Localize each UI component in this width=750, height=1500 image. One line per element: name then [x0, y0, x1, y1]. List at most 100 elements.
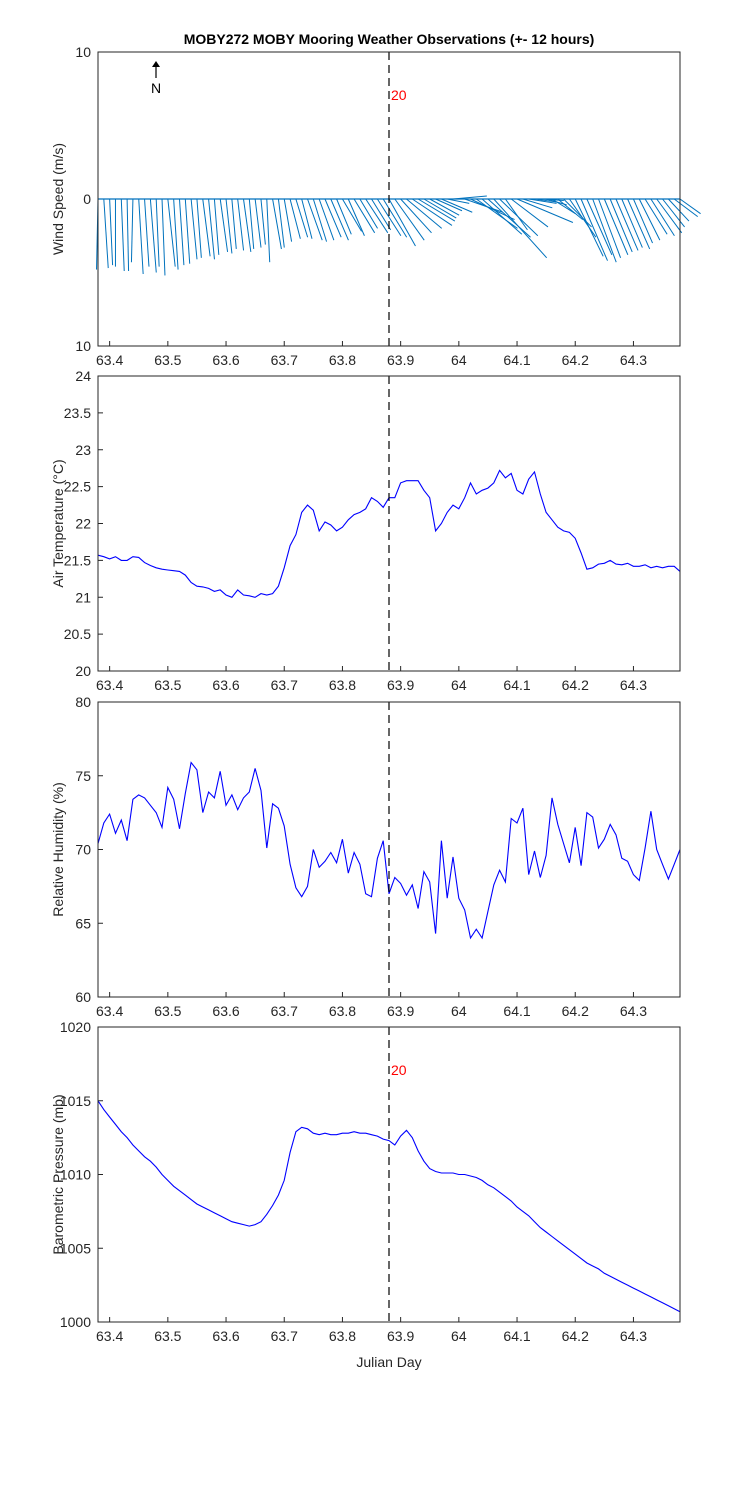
wind-vector [400, 198, 432, 234]
y-tick-label: 80 [75, 694, 91, 710]
wind-vector [638, 198, 661, 241]
y-tick-label: 10 [75, 338, 91, 354]
wind-vector [632, 198, 654, 244]
x-tick-label: 63.5 [154, 1328, 181, 1344]
wind-vector [103, 198, 109, 269]
wind-vector [353, 198, 376, 234]
wind-vector [452, 195, 487, 200]
wind-vector [190, 198, 198, 260]
wind-vector [359, 198, 378, 229]
y-tick-label: 23.5 [64, 405, 91, 421]
panel-frame [97, 51, 681, 347]
wind-vector [301, 198, 313, 239]
wind-vector [580, 198, 608, 261]
wind-vector [318, 198, 335, 241]
x-tick-label: 64.1 [503, 352, 530, 368]
x-tick-label: 63.8 [329, 677, 356, 693]
wind-vector [417, 198, 456, 222]
x-tick-label: 63.9 [387, 352, 414, 368]
wind-vector [144, 198, 150, 267]
wind-vector [126, 198, 130, 272]
x-tick-label: 63.6 [212, 1003, 239, 1019]
wind-vector [551, 198, 576, 215]
x-tick-label: 63.8 [329, 1003, 356, 1019]
wind-vector [412, 198, 453, 226]
panel-frame [97, 701, 681, 998]
y-tick-label: 1000 [60, 1314, 91, 1330]
wind-vector [516, 198, 574, 223]
wind-vector [149, 198, 157, 273]
wind-vector [237, 198, 245, 251]
wind-vector [644, 198, 668, 235]
wind-vector [178, 198, 185, 266]
x-tick-label: 63.4 [96, 1003, 123, 1019]
wind-vector [307, 198, 323, 241]
y-tick-label: 21.5 [64, 552, 91, 568]
wind-vector [662, 198, 685, 228]
wind-vector [673, 198, 699, 218]
panel-frame [97, 1026, 681, 1323]
x-tick-label: 63.5 [154, 352, 181, 368]
wind-vector [254, 198, 262, 248]
x-tick-label: 64.3 [620, 1003, 647, 1019]
humidity-series-line [97, 761, 681, 940]
y-tick-label: 1005 [60, 1240, 91, 1256]
y-tick-label: 1020 [60, 1019, 91, 1035]
wind-vector [272, 198, 282, 250]
y-axis-label: Wind Speed (m/s) [50, 143, 66, 255]
y-tick-label: 24 [75, 368, 91, 384]
wind-vector [371, 198, 392, 231]
x-tick-label: 63.7 [271, 677, 298, 693]
wind-vector [557, 198, 584, 220]
x-tick-label: 63.6 [212, 352, 239, 368]
wind-vector [219, 198, 229, 252]
wind-vector [138, 198, 144, 274]
y-axis-label: Relative Humidity (%) [50, 782, 66, 917]
x-tick-label: 63.6 [212, 1328, 239, 1344]
wind-vector [650, 198, 675, 237]
x-tick-label: 64.3 [620, 677, 647, 693]
x-tick-label: 63.4 [96, 352, 123, 368]
wind-vector [202, 198, 211, 257]
wind-vector [603, 198, 629, 256]
wind-vector [447, 198, 470, 204]
x-tick-label: 63.7 [271, 352, 298, 368]
x-tick-label: 64 [451, 1003, 467, 1019]
wind-vector [336, 198, 352, 235]
x-tick-label: 63.4 [96, 1328, 123, 1344]
x-tick-label: 64.3 [620, 352, 647, 368]
y-tick-label: 20.5 [64, 626, 91, 642]
wind-vector [429, 198, 460, 216]
x-tick-label: 64.1 [503, 1328, 530, 1344]
y-tick-label: 20 [75, 663, 91, 679]
x-tick-label: 64.1 [503, 1003, 530, 1019]
x-tick-label: 63.6 [212, 677, 239, 693]
wind-vector [365, 198, 389, 234]
pressure-series-line [97, 1100, 681, 1313]
wind-vector [196, 198, 202, 258]
y-tick-label: 70 [75, 842, 91, 858]
wind-vector [476, 198, 518, 229]
wind-vector [586, 198, 613, 256]
x-tick-label: 63.9 [387, 1003, 414, 1019]
x-tick-label: 63.7 [271, 1003, 298, 1019]
wind-vector [347, 198, 365, 236]
marker-label: 20 [391, 1062, 407, 1078]
y-tick-label: 0 [83, 191, 91, 207]
wind-vector [376, 198, 402, 237]
y-axis-label: Barometric Pressure (mb) [50, 1094, 66, 1254]
north-label: N [151, 80, 161, 96]
wind-vector [406, 198, 443, 229]
wind-vector [423, 198, 457, 219]
wind-vector [330, 198, 349, 241]
y-axis-label: Air Temperature (°C) [50, 459, 66, 587]
wind-vector [213, 198, 220, 255]
y-tick-label: 22 [75, 516, 91, 532]
y-tick-label: 65 [75, 915, 91, 931]
x-tick-label: 64.1 [503, 677, 530, 693]
wind-vector [161, 198, 166, 276]
y-tick-label: 60 [75, 989, 91, 1005]
wind-vector [388, 198, 416, 247]
y-tick-label: 1015 [60, 1093, 91, 1109]
